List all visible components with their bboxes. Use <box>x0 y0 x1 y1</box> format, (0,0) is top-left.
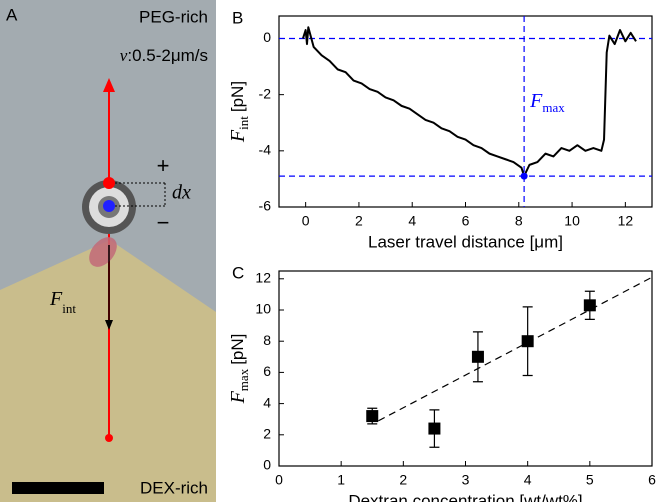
data-point <box>428 423 440 435</box>
x-tick-label: 6 <box>648 472 656 488</box>
x-tick-label: 0 <box>302 213 310 229</box>
scale-bar <box>12 482 104 494</box>
plot-frame <box>279 271 652 466</box>
y-label-symbol: F <box>227 129 249 143</box>
minus-sign: − <box>157 210 170 235</box>
data-line <box>303 27 636 176</box>
marker-point <box>521 173 528 180</box>
end-point <box>105 434 113 442</box>
figure: A PEG-rich v:0.5-2μm/s + − dx Fint DEX-r… <box>0 0 665 502</box>
y-axis-label: Fmax [pN] <box>227 334 251 405</box>
y-label-subscript: int <box>236 116 251 130</box>
trap-center <box>103 177 115 189</box>
x-tick-label: 5 <box>586 472 594 488</box>
data-point <box>366 410 378 422</box>
annotation-subscript: max <box>542 100 565 115</box>
y-tick-label: -4 <box>259 142 272 158</box>
annotation: Fmax <box>529 90 565 115</box>
micrograph: A PEG-rich v:0.5-2μm/s + − dx Fint DEX-r… <box>0 0 216 502</box>
data-point <box>584 299 596 311</box>
data-point <box>522 335 534 347</box>
y-tick-label: 0 <box>263 457 271 473</box>
x-tick-label: 12 <box>618 213 634 229</box>
plot-frame <box>279 16 652 207</box>
x-tick-label: 2 <box>399 472 407 488</box>
force-symbol: F <box>49 288 63 310</box>
force-subscript: int <box>62 301 76 316</box>
y-label-unit: [pN] <box>228 334 247 365</box>
phase-label: PEG-rich <box>139 7 208 26</box>
x-tick-label: 0 <box>275 472 283 488</box>
bead-position <box>103 200 115 212</box>
x-tick-label: 3 <box>462 472 470 488</box>
velocity-range: :0.5-2μm/s <box>127 46 208 65</box>
y-label-subscript: max <box>236 368 251 391</box>
velocity-label: v:0.5-2μm/s <box>120 46 208 66</box>
y-tick-label: 4 <box>263 394 271 410</box>
y-tick-label: 2 <box>263 426 271 442</box>
plus-sign: + <box>157 153 170 178</box>
y-tick-label: 6 <box>263 363 271 379</box>
fit-line <box>378 277 652 421</box>
y-label-symbol: F <box>227 390 249 404</box>
x-tick-label: 4 <box>408 213 416 229</box>
x-axis-label: Dextran concentration [wt/wt%] <box>348 491 582 502</box>
phase-label: DEX-rich <box>140 478 208 497</box>
x-axis-label: Laser travel distance [μm] <box>368 232 563 251</box>
x-tick-label: 2 <box>355 213 363 229</box>
y-tick-label: 12 <box>255 270 271 286</box>
y-tick-label: -2 <box>259 85 272 101</box>
y-tick-label: 0 <box>263 29 271 45</box>
displacement-label: dx <box>172 182 191 204</box>
y-label-unit: [pN] <box>228 81 247 112</box>
y-tick-label: 10 <box>255 301 271 317</box>
data-point <box>472 351 484 363</box>
x-tick-label: 10 <box>564 213 580 229</box>
panel-label: B <box>232 8 243 27</box>
annotation-symbol: F <box>529 90 543 112</box>
x-tick-label: 8 <box>515 213 523 229</box>
y-tick-label: 8 <box>263 332 271 348</box>
y-axis-label: Fint [pN] <box>227 81 251 143</box>
x-tick-label: 1 <box>337 472 345 488</box>
page: A PEG-rich v:0.5-2μm/s + − dx Fint DEX-r… <box>0 0 665 502</box>
x-tick-label: 4 <box>524 472 532 488</box>
x-tick-label: 6 <box>462 213 470 229</box>
y-tick-label: -6 <box>259 198 272 214</box>
panel-label: A <box>6 5 18 24</box>
panel-label: C <box>232 263 244 282</box>
